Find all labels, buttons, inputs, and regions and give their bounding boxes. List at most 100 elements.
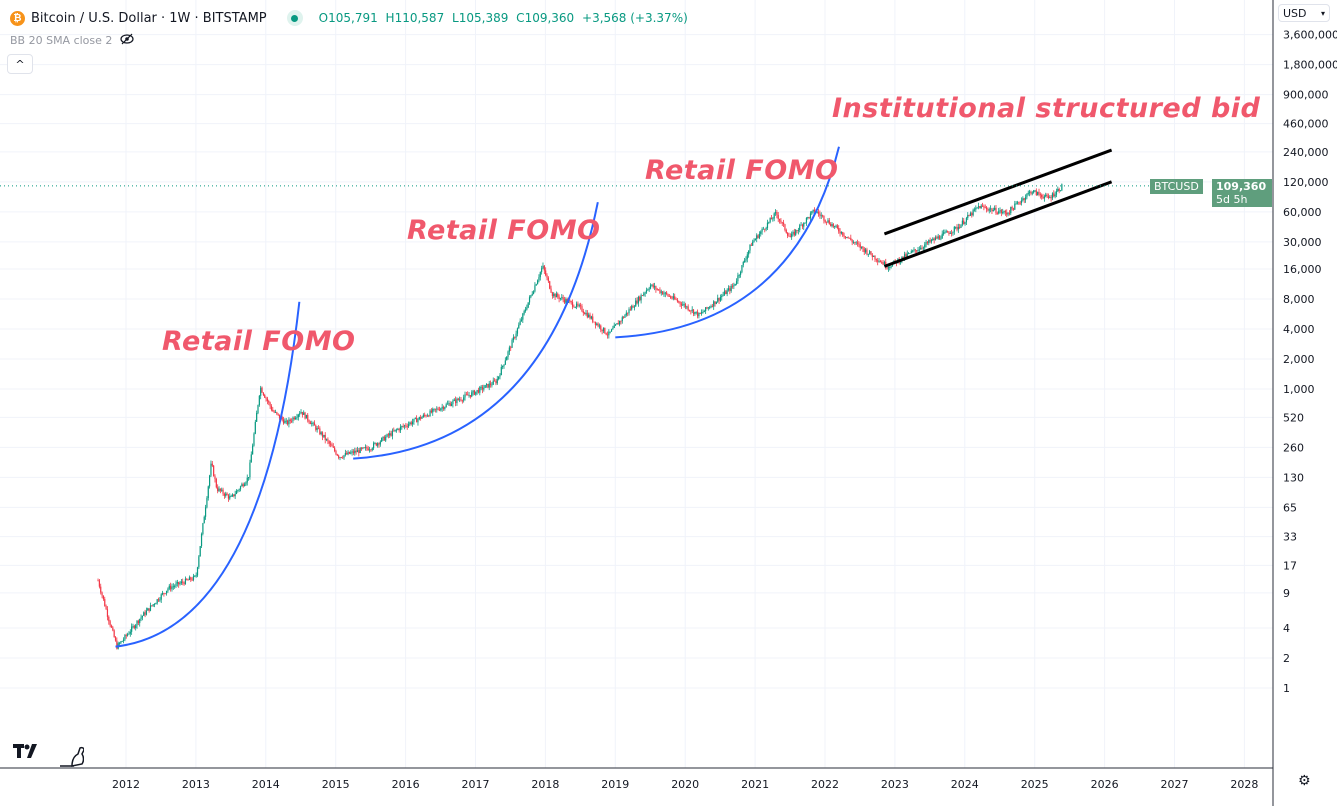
candle-body [559, 298, 562, 299]
candle-body [553, 293, 555, 297]
candle-body [766, 222, 769, 229]
annotation-institutional-bid[interactable]: Institutional structured bid [832, 93, 1261, 124]
candle-body [227, 495, 230, 499]
candle-body [952, 231, 954, 233]
candle-body [243, 484, 246, 487]
candle-body [592, 316, 594, 322]
collapse-legend-button[interactable]: ^ [7, 54, 33, 74]
candle-body [159, 599, 161, 601]
annotation-retail-fomo-3[interactable]: Retail FOMO [645, 155, 839, 186]
candle-body [816, 211, 818, 213]
candle-body [496, 378, 498, 384]
candle-body [444, 407, 446, 409]
candle-body [234, 493, 236, 497]
candle-body [156, 599, 158, 604]
y-tick-label: 240,000 [1283, 146, 1329, 159]
candle-body [495, 380, 497, 384]
candle-body [960, 224, 962, 228]
annotation-retail-fomo-2[interactable]: Retail FOMO [407, 215, 601, 246]
candle-body [554, 293, 556, 298]
candle-body [258, 395, 260, 406]
candle-body [313, 422, 316, 426]
candle-body [188, 577, 191, 581]
candle-body [485, 383, 488, 386]
candle-body [300, 411, 302, 414]
candle-body [321, 432, 324, 437]
candle-body [420, 417, 422, 419]
candle-body [981, 205, 984, 207]
candle-body [827, 220, 829, 223]
candle-body [498, 376, 500, 379]
candle-body [652, 284, 654, 288]
candle-body [519, 320, 521, 325]
candle-body [948, 232, 950, 234]
settings-gear-icon[interactable]: ⚙ [1298, 773, 1311, 789]
candle-body [581, 306, 583, 312]
candle-body [110, 625, 113, 628]
candle-body [757, 235, 759, 238]
candle-body [1000, 210, 1002, 213]
annotation-retail-fomo-1[interactable]: Retail FOMO [162, 326, 356, 357]
candle-body [809, 213, 812, 219]
candle-body [1022, 198, 1024, 201]
symbol-legend: ₿ Bitcoin / U.S. Dollar · 1W · BITSTAMP … [10, 10, 692, 26]
candle-body [304, 412, 306, 419]
candle-body [617, 323, 619, 325]
candle-body [434, 408, 437, 410]
candle-body [683, 304, 685, 305]
indicator-legend[interactable]: BB 20 SMA close 2 [10, 33, 135, 48]
candle-body [596, 323, 598, 325]
candle-body [922, 247, 924, 249]
symbol-price-label: BTCUSD [1150, 179, 1203, 194]
currency-select[interactable]: USD ▾ [1278, 4, 1330, 22]
candle-body [411, 421, 414, 425]
candle-body [194, 575, 196, 577]
candle-body [1046, 194, 1048, 196]
candle-body [455, 399, 457, 404]
x-tick-label: 2028 [1230, 778, 1258, 791]
candle-body [378, 443, 380, 445]
candle-body [918, 249, 920, 251]
candle-body [920, 247, 922, 250]
candle-body [855, 242, 857, 244]
candle-body [879, 261, 881, 263]
candle-body [684, 304, 687, 308]
candle-body [1016, 202, 1019, 204]
candle-body [937, 236, 939, 239]
candle-body [722, 294, 724, 296]
candle-body [687, 306, 689, 311]
candle-body [569, 300, 571, 302]
y-tick-label: 900,000 [1283, 89, 1329, 102]
y-tick-label: 120,000 [1283, 176, 1329, 189]
candle-body [719, 297, 722, 301]
candle-body [1027, 192, 1029, 194]
candle-body [965, 218, 968, 223]
candle-body [930, 240, 933, 242]
candle-body [750, 244, 752, 246]
tradingview-logo[interactable] [12, 740, 85, 772]
symbol-title[interactable]: Bitcoin / U.S. Dollar · 1W · BITSTAMP [31, 10, 267, 26]
candle-body [493, 380, 496, 382]
candle-body [507, 351, 509, 357]
candle-body [348, 451, 351, 454]
candle-body [632, 306, 634, 308]
candle-body [612, 328, 614, 330]
candle-body [522, 313, 524, 320]
parabolic-curve-1 [115, 301, 301, 648]
candle-body [274, 412, 277, 413]
candle-body [582, 311, 584, 313]
candle-body [754, 238, 756, 241]
candle-body [781, 222, 783, 224]
candle-body [797, 229, 799, 231]
candle-body [826, 221, 828, 223]
candle-body [241, 484, 243, 487]
candle-body [964, 222, 966, 224]
candle-body [301, 411, 303, 415]
candle-body [675, 299, 677, 300]
candle-body [456, 398, 458, 404]
eye-crossed-icon[interactable] [120, 33, 135, 48]
candle-body [268, 400, 270, 403]
y-tick-label: 1,000 [1283, 383, 1315, 396]
candle-body [738, 274, 740, 276]
